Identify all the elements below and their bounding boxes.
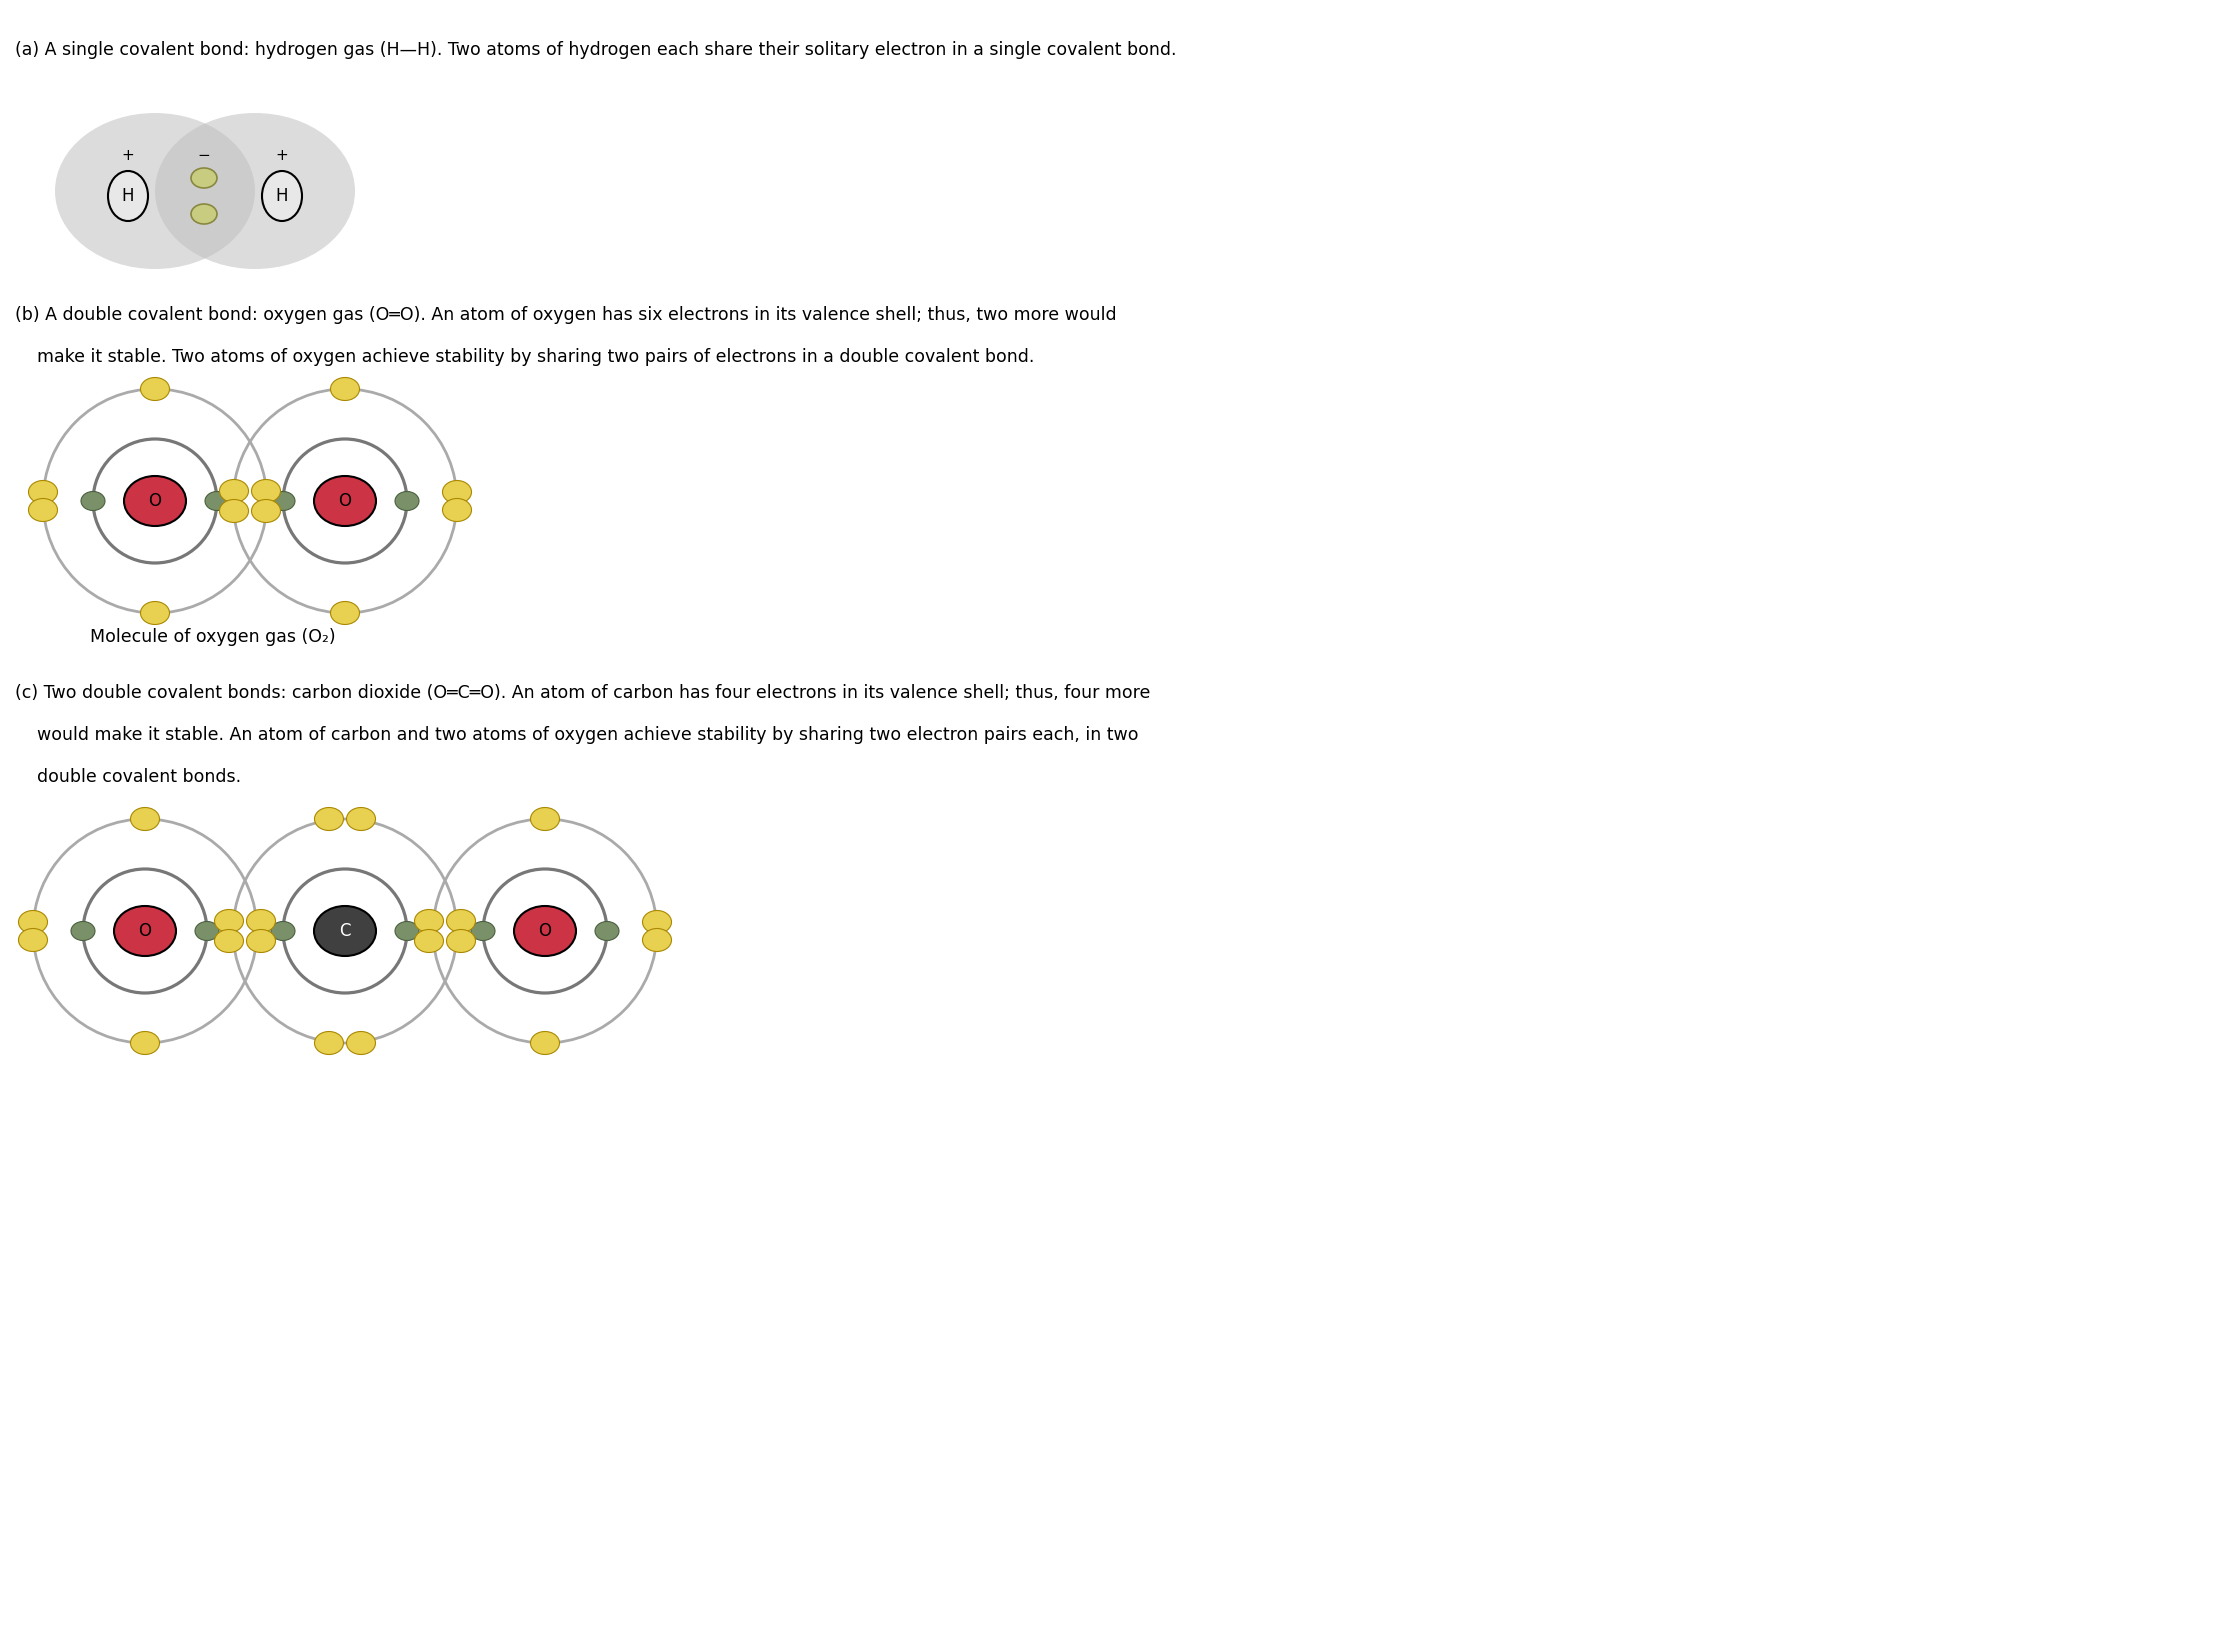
Ellipse shape: [191, 169, 217, 188]
Ellipse shape: [315, 808, 344, 831]
Ellipse shape: [251, 479, 282, 502]
Ellipse shape: [131, 808, 160, 831]
Ellipse shape: [215, 910, 244, 933]
Ellipse shape: [643, 929, 672, 952]
Text: +: +: [275, 149, 288, 164]
Ellipse shape: [395, 921, 419, 941]
Ellipse shape: [18, 929, 47, 952]
Ellipse shape: [18, 911, 47, 934]
Ellipse shape: [140, 378, 168, 401]
Ellipse shape: [109, 172, 149, 221]
Ellipse shape: [270, 921, 295, 941]
Ellipse shape: [191, 204, 217, 224]
Ellipse shape: [594, 921, 619, 941]
Ellipse shape: [131, 1032, 160, 1055]
Ellipse shape: [82, 491, 104, 510]
Ellipse shape: [195, 921, 219, 941]
Ellipse shape: [446, 929, 474, 952]
Ellipse shape: [246, 910, 275, 933]
Ellipse shape: [219, 479, 248, 502]
Ellipse shape: [395, 491, 419, 510]
Ellipse shape: [315, 476, 377, 527]
Ellipse shape: [262, 172, 302, 221]
Ellipse shape: [155, 113, 355, 268]
Text: −: −: [197, 149, 211, 164]
Ellipse shape: [55, 113, 255, 268]
Text: Molecule of oxygen gas (O₂): Molecule of oxygen gas (O₂): [91, 628, 335, 646]
Text: would make it stable. An atom of carbon and two atoms of oxygen achieve stabilit: would make it stable. An atom of carbon …: [16, 726, 1140, 744]
Ellipse shape: [330, 378, 359, 401]
Text: O: O: [149, 492, 162, 510]
Ellipse shape: [470, 921, 494, 941]
Ellipse shape: [443, 481, 472, 504]
Text: C: C: [339, 923, 350, 941]
Ellipse shape: [113, 906, 175, 955]
Ellipse shape: [346, 808, 375, 831]
Ellipse shape: [71, 921, 95, 941]
Text: O: O: [339, 492, 353, 510]
Text: (a) A single covalent bond: hydrogen gas (H—H). Two atoms of hydrogen each share: (a) A single covalent bond: hydrogen gas…: [16, 41, 1177, 59]
Ellipse shape: [124, 476, 186, 527]
Text: H: H: [122, 187, 135, 204]
Ellipse shape: [140, 602, 168, 625]
Ellipse shape: [315, 1032, 344, 1055]
Ellipse shape: [346, 1032, 375, 1055]
Ellipse shape: [530, 808, 559, 831]
Ellipse shape: [29, 481, 58, 504]
Ellipse shape: [215, 929, 244, 952]
Ellipse shape: [415, 910, 443, 933]
Ellipse shape: [29, 499, 58, 522]
Ellipse shape: [330, 602, 359, 625]
Ellipse shape: [270, 491, 295, 510]
Ellipse shape: [219, 499, 248, 522]
Ellipse shape: [514, 906, 576, 955]
Text: O: O: [137, 923, 151, 941]
Ellipse shape: [443, 499, 472, 522]
Text: (c) Two double covalent bonds: carbon dioxide (O═C═O). An atom of carbon has fou: (c) Two double covalent bonds: carbon di…: [16, 684, 1151, 702]
Text: make it stable. Two atoms of oxygen achieve stability by sharing two pairs of el: make it stable. Two atoms of oxygen achi…: [16, 348, 1035, 366]
Ellipse shape: [415, 929, 443, 952]
Text: double covalent bonds.: double covalent bonds.: [16, 767, 242, 785]
Text: (b) A double covalent bond: oxygen gas (O═O). An atom of oxygen has six electron: (b) A double covalent bond: oxygen gas (…: [16, 306, 1117, 324]
Text: H: H: [275, 187, 288, 204]
Ellipse shape: [446, 910, 474, 933]
Ellipse shape: [530, 1032, 559, 1055]
Ellipse shape: [315, 906, 377, 955]
Ellipse shape: [251, 499, 282, 522]
Ellipse shape: [246, 929, 275, 952]
Ellipse shape: [204, 491, 228, 510]
Ellipse shape: [643, 911, 672, 934]
Text: +: +: [122, 149, 135, 164]
Text: O: O: [539, 923, 552, 941]
